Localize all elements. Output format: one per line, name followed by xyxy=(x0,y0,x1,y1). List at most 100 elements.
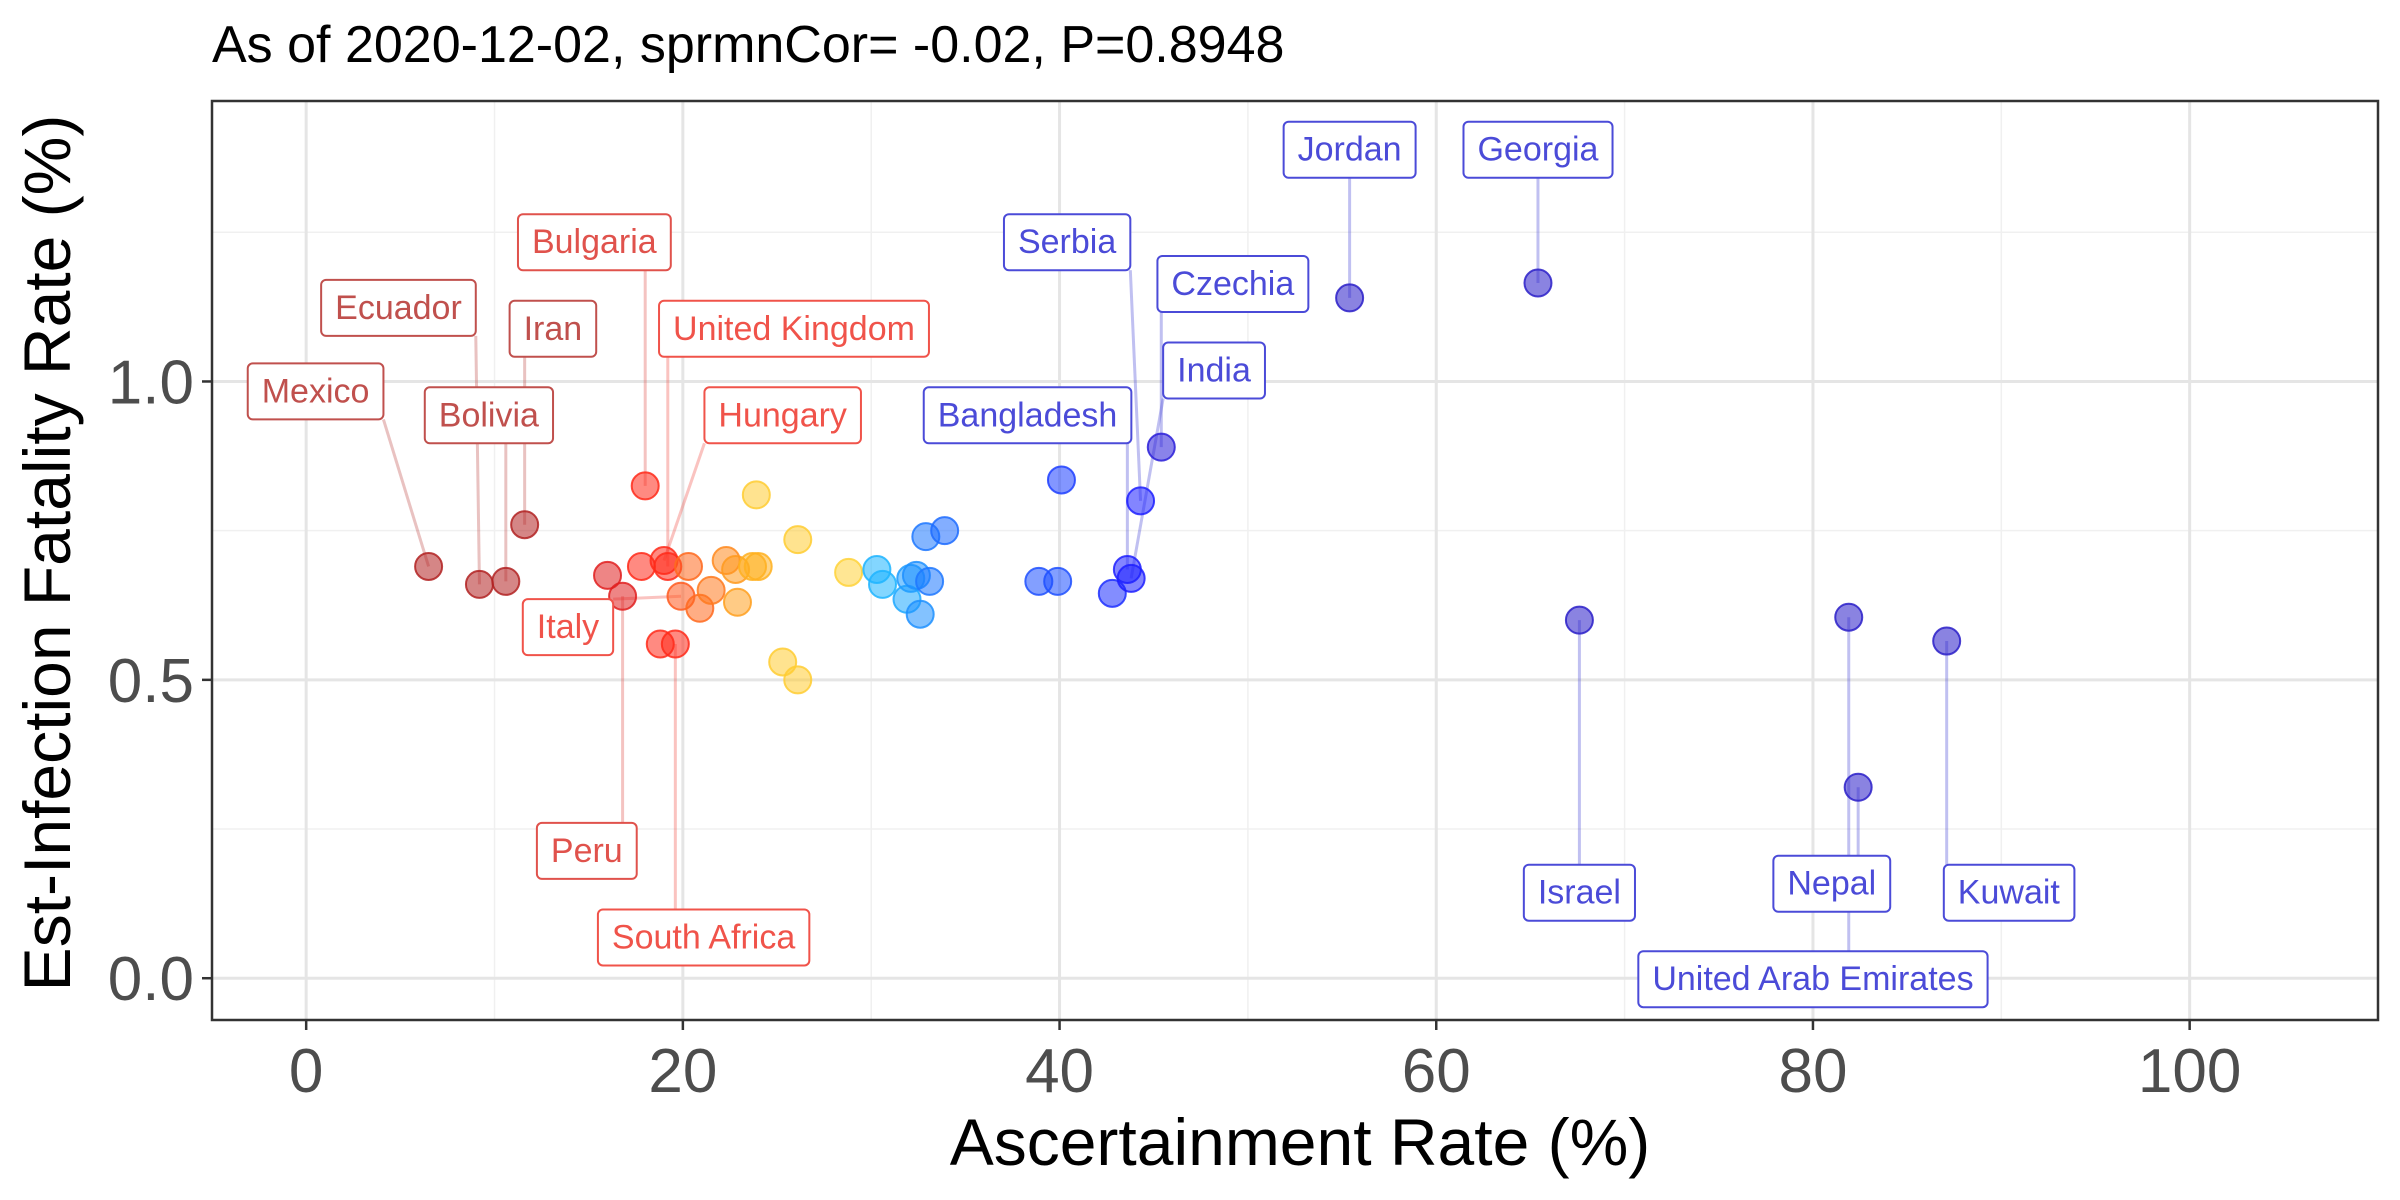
point-label: Mexico xyxy=(246,362,385,421)
point-label: Bolivia xyxy=(423,386,555,445)
data-point xyxy=(660,629,690,659)
point-labels: Mexico Ecuador Bolivia Iran Bulgaria United K… xyxy=(246,120,2076,1009)
y-axis-title: Est-Infection Fatality Rate (%) xyxy=(10,115,84,992)
point-label-text: Iran xyxy=(524,310,583,348)
point-label-text: India xyxy=(1177,352,1251,390)
data-point xyxy=(1046,465,1076,495)
point-label: United Arab Emirates xyxy=(1637,950,1989,1009)
data-point xyxy=(510,510,540,540)
point-label: Peru xyxy=(535,821,638,880)
data-point xyxy=(930,516,960,546)
x-tick-label: 100 xyxy=(2138,1037,2241,1106)
point-label: Hungary xyxy=(703,386,862,445)
point-label-box xyxy=(1156,255,1310,314)
point-label-box xyxy=(516,213,672,272)
data-point xyxy=(1523,268,1553,298)
point-label-text: Serbia xyxy=(1018,223,1116,261)
point-label: Georgia xyxy=(1462,120,1614,179)
point-label: South Africa xyxy=(596,908,811,967)
point-label-text: Nepal xyxy=(1787,865,1876,903)
data-point xyxy=(608,581,638,611)
point-label-box xyxy=(1162,341,1266,400)
data-point xyxy=(491,566,521,596)
point-label-box xyxy=(658,299,930,358)
chart-title: As of 2020-12-02, sprmnCor= -0.02, P=0.8… xyxy=(212,16,1284,74)
point-label: Jordan xyxy=(1282,120,1417,179)
data-point xyxy=(915,566,945,596)
leader-line xyxy=(474,335,481,585)
point-label-box xyxy=(535,821,638,880)
point-label-text: Peru xyxy=(551,832,623,870)
point-label-text: Kuwait xyxy=(1958,874,2061,912)
point-label-box xyxy=(596,908,811,967)
data-point xyxy=(868,569,898,599)
point-label-box xyxy=(1942,863,2076,922)
x-tick-label: 20 xyxy=(648,1037,717,1106)
data-point xyxy=(1932,626,1962,656)
x-tick-label: 60 xyxy=(1402,1037,1471,1106)
y-tick-label: 1.0 xyxy=(108,348,194,417)
y-tick-label: 0.0 xyxy=(108,945,194,1014)
point-label-text: Jordan xyxy=(1298,131,1402,169)
data-point xyxy=(696,575,726,605)
plot-panel-border xyxy=(210,99,2380,1022)
point-label: Serbia xyxy=(1002,213,1132,272)
point-label-box xyxy=(246,362,385,421)
point-label-text: Italy xyxy=(537,608,599,646)
point-label: United Kingdom xyxy=(658,299,930,358)
point-label-text: United Kingdom xyxy=(673,310,915,348)
point-label: Bulgaria xyxy=(516,213,672,272)
point-label: Kuwait xyxy=(1942,863,2076,922)
data-point xyxy=(783,525,813,555)
x-axis-title: Ascertainment Rate (%) xyxy=(950,1105,1651,1179)
data-point xyxy=(630,471,660,501)
data-point xyxy=(1116,563,1146,593)
data-point xyxy=(464,569,494,599)
y-tick-label: 0.5 xyxy=(108,647,194,716)
data-point xyxy=(741,480,771,510)
point-label-box xyxy=(703,386,862,445)
axis-ticks: 0 20 40 60 80 100 0.0 0.5 1.0 xyxy=(108,348,2242,1106)
point-label-text: Hungary xyxy=(718,396,847,434)
point-label: Czechia xyxy=(1156,255,1310,314)
leader-line xyxy=(1128,270,1143,501)
point-label-box xyxy=(508,299,598,358)
point-label-box xyxy=(1002,213,1132,272)
data-point xyxy=(674,551,704,581)
point-label-box xyxy=(1522,863,1636,922)
point-label-box xyxy=(1462,120,1614,179)
data-point xyxy=(1146,432,1176,462)
point-label-box xyxy=(1282,120,1417,179)
x-tick-label: 40 xyxy=(1025,1037,1094,1106)
leader-line xyxy=(382,418,431,567)
point-label-box xyxy=(521,598,615,657)
data-point xyxy=(1126,486,1156,516)
point-label: Bangladesh xyxy=(922,386,1133,445)
data-points xyxy=(414,268,1962,802)
point-label: India xyxy=(1162,341,1266,400)
data-point xyxy=(414,551,444,581)
point-label: Israel xyxy=(1522,863,1636,922)
point-label-text: South Africa xyxy=(612,918,795,956)
point-label-text: Georgia xyxy=(1477,131,1598,169)
point-label: Ecuador xyxy=(320,278,477,337)
point-label-box xyxy=(1772,854,1892,913)
data-point xyxy=(1564,605,1594,635)
point-label: Italy xyxy=(521,598,615,657)
point-label-text: Israel xyxy=(1538,874,1621,912)
data-point xyxy=(905,599,935,629)
point-label-box xyxy=(423,386,555,445)
point-label-text: United Arab Emirates xyxy=(1652,960,1973,998)
point-label: Iran xyxy=(508,299,598,358)
x-tick-label: 80 xyxy=(1778,1037,1847,1106)
data-point xyxy=(834,557,864,587)
point-label-box xyxy=(1637,950,1989,1009)
leader-line xyxy=(662,442,706,561)
point-label: Nepal xyxy=(1772,854,1892,913)
point-label-text: Bolivia xyxy=(439,396,539,434)
data-point xyxy=(743,551,773,581)
data-point xyxy=(1043,566,1073,596)
point-label-text: Bangladesh xyxy=(938,396,1118,434)
point-label-text: Mexico xyxy=(262,372,370,410)
